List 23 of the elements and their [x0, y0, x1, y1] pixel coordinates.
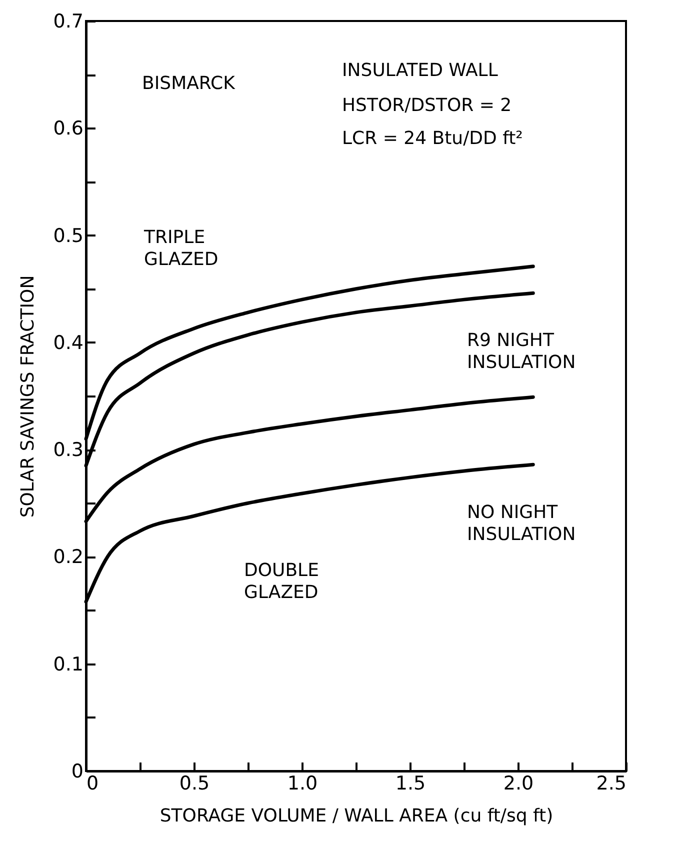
- y-tick-label: 0.3: [53, 439, 84, 462]
- y-tick-label: 0.5: [53, 224, 84, 247]
- y-tick-label: 0.1: [53, 653, 84, 676]
- annotation: NO NIGHT INSULATION: [467, 502, 576, 545]
- y-tick-label: 0.4: [53, 332, 84, 354]
- annotation: BISMARCK: [142, 73, 236, 94]
- annotation: DOUBLE GLAZED: [244, 560, 319, 603]
- annotation: R9 NIGHT INSULATION: [467, 330, 576, 373]
- x-tick-label: 2.0: [503, 772, 534, 794]
- x-tick-label: 1.5: [395, 772, 426, 794]
- y-axis-title: SOLAR SAVINGS FRACTION: [17, 275, 38, 518]
- x-tick-label: 0: [86, 772, 99, 794]
- x-axis-title: STORAGE VOLUME / WALL AREA (cu ft/sq ft): [160, 806, 554, 826]
- annotation: HSTOR/DSTOR = 2: [342, 95, 512, 116]
- x-tick-label: 2.5: [596, 772, 626, 794]
- x-tick-label: 0.5: [179, 772, 210, 794]
- y-tick-label: 0.2: [53, 546, 84, 568]
- annotation: INSULATED WALL: [342, 60, 498, 81]
- y-tick-label: 0.6: [53, 118, 84, 140]
- annotation: TRIPLE GLAZED: [143, 227, 218, 270]
- x-tick-label: 1.0: [287, 772, 318, 794]
- annotation: LCR = 24 Btu/DD ft²: [342, 128, 523, 149]
- y-tick-label: 0.7: [53, 10, 84, 32]
